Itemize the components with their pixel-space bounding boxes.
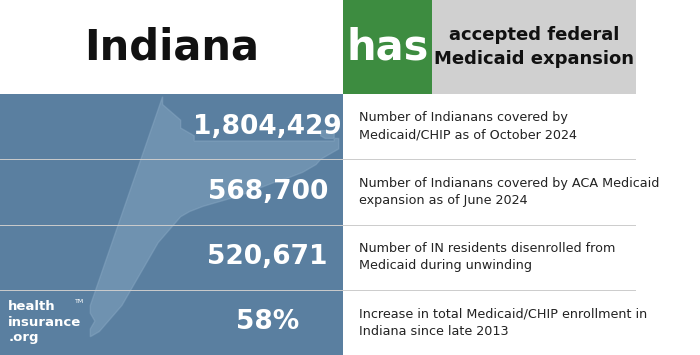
Bar	[432, 0, 636, 94]
Bar	[0, 94, 343, 355]
Bar	[343, 0, 432, 94]
Text: health
insurance
.org: health insurance .org	[8, 300, 81, 344]
Text: 58%: 58%	[236, 310, 300, 335]
Text: Indiana: Indiana	[84, 26, 259, 68]
Text: TM: TM	[75, 299, 84, 304]
Text: Number of IN residents disenrolled from
Medicaid during unwinding: Number of IN residents disenrolled from …	[359, 242, 615, 272]
Text: 520,671: 520,671	[207, 244, 328, 270]
Text: Increase in total Medicaid/CHIP enrollment in
Indiana since late 2013: Increase in total Medicaid/CHIP enrollme…	[359, 307, 648, 338]
Bar	[343, 94, 636, 355]
Text: 1,804,429: 1,804,429	[193, 114, 342, 140]
Polygon shape	[90, 97, 339, 337]
Text: Number of Indianans covered by ACA Medicaid
expansion as of June 2024: Number of Indianans covered by ACA Medic…	[359, 177, 659, 207]
Bar	[0, 0, 343, 94]
Text: 568,700: 568,700	[207, 179, 328, 205]
Text: accepted federal
Medicaid expansion: accepted federal Medicaid expansion	[434, 26, 634, 68]
Text: has: has	[346, 26, 429, 68]
Text: Number of Indianans covered by
Medicaid/CHIP as of October 2024: Number of Indianans covered by Medicaid/…	[359, 111, 577, 142]
